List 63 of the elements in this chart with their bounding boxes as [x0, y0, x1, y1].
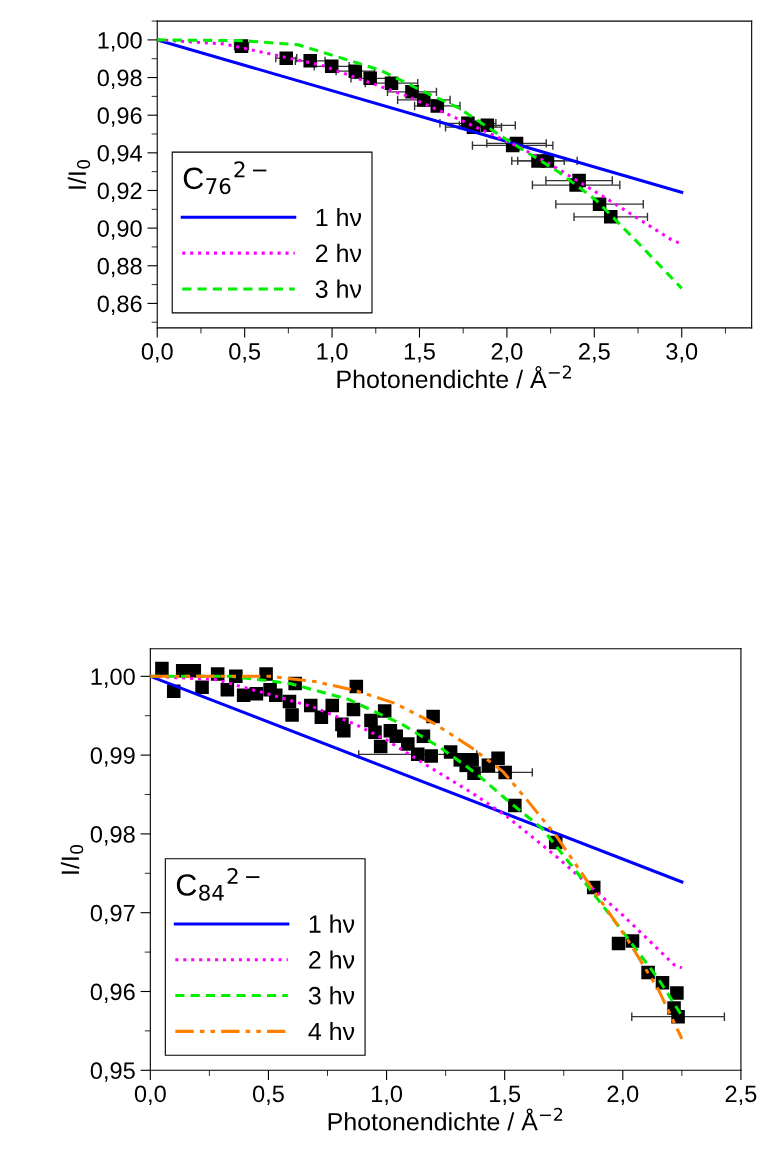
point	[236, 688, 251, 702]
y-tick-label: 1,00	[91, 668, 135, 688]
point	[465, 753, 479, 767]
point	[348, 64, 363, 78]
y-tick-label: 0,96	[90, 983, 135, 1004]
point	[373, 739, 388, 754]
point	[303, 54, 317, 68]
y-tick-label: 0,88	[97, 257, 142, 278]
point	[324, 59, 339, 74]
x-tick-label: 1,5	[490, 1085, 521, 1106]
point	[670, 986, 684, 1000]
y-tick-label: 0,99	[90, 747, 135, 767]
x-tick-label: 0,5	[252, 1085, 284, 1106]
y-tick-label: 0,92	[97, 182, 142, 203]
legend-label: 2 hν	[309, 950, 355, 969]
point	[337, 723, 351, 738]
y-tick-label: 0,95	[90, 1062, 135, 1082]
x-tick-label: 3,0	[666, 343, 698, 363]
point	[155, 661, 169, 676]
x-tick-label: 2,0	[607, 1085, 639, 1106]
y-axis-title: I/I$_{0}$	[60, 844, 84, 874]
point	[269, 688, 283, 702]
x-tick-label: 2,5	[579, 343, 610, 363]
y-tick-label: 0,94	[97, 144, 142, 165]
x-tick-label: 0,5	[229, 343, 261, 363]
y-axis-title: I/I$_{0}$	[67, 159, 91, 189]
legend-label: 1 hν	[309, 914, 355, 933]
point	[384, 76, 399, 90]
y-tick-label: 0,97	[90, 904, 135, 925]
x-tick-label: 2,5	[725, 1085, 757, 1106]
y-tick-label: 0,98	[97, 69, 142, 90]
point	[377, 704, 392, 718]
x-tick-label: 0,0	[141, 343, 173, 363]
y-tick-label: 0,90	[97, 220, 142, 240]
x-tick-label: 1,5	[404, 343, 435, 363]
point	[285, 708, 299, 722]
x-tick-label: 1,0	[317, 343, 348, 363]
point	[279, 51, 294, 65]
y-tick-label: 0,98	[90, 825, 135, 846]
legend-label: 3 hν	[308, 986, 355, 1005]
legend-label: 2 hν	[315, 243, 362, 262]
point	[195, 680, 209, 695]
x-tick-label: 2,0	[491, 343, 523, 363]
x-axis-title: Photonendichte / Å$^{−2}$	[328, 1107, 563, 1131]
legend-title: C$_{84}$$^{2−}$	[176, 867, 260, 901]
point	[611, 936, 626, 951]
point	[363, 71, 377, 86]
point	[401, 737, 415, 751]
legend-label: 4 hν	[308, 1021, 355, 1041]
point	[325, 698, 339, 713]
x-tick-label: 1,0	[371, 1085, 403, 1106]
y-tick-label: 0,86	[97, 295, 142, 315]
x-axis-title: Photonendichte / Å$^{−2}$	[337, 365, 571, 389]
legend-label: 3 hν	[315, 279, 362, 298]
point	[389, 729, 404, 743]
y-tick-label: 1,00	[98, 31, 142, 52]
point	[424, 749, 438, 763]
legend-title: C$_{76}$$^{2−}$	[183, 161, 267, 195]
y-tick-label: 0,96	[97, 107, 142, 127]
point	[346, 702, 361, 717]
legend-label: 1 hν	[316, 207, 362, 227]
point	[491, 751, 505, 766]
x-tick-label: 0,0	[134, 1085, 166, 1106]
